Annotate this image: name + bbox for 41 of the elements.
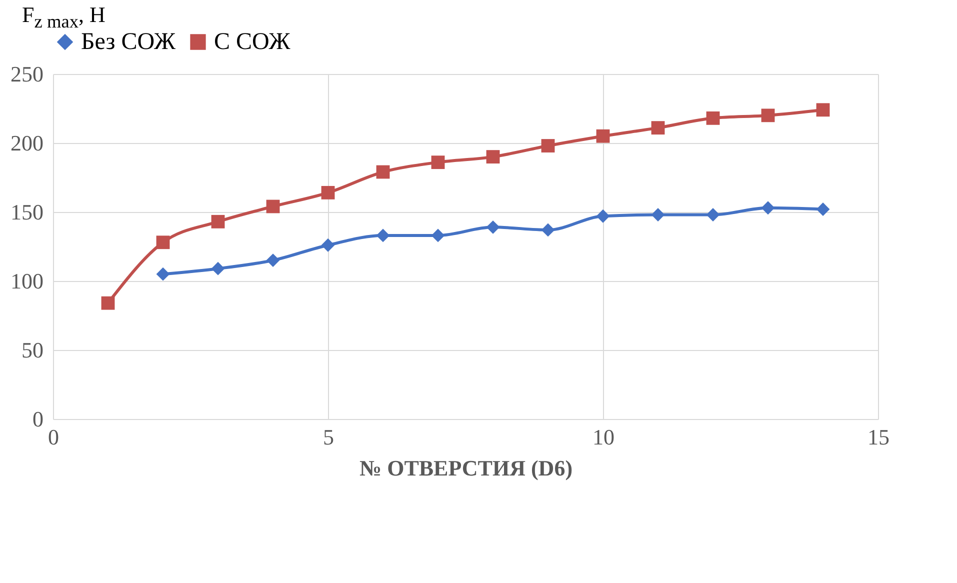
point bbox=[376, 165, 390, 179]
x-tick-label: 5 bbox=[323, 424, 334, 450]
point bbox=[266, 200, 280, 214]
point bbox=[486, 150, 500, 164]
point bbox=[816, 103, 830, 117]
x-tick-label: 15 bbox=[868, 424, 890, 450]
point bbox=[211, 214, 225, 228]
point bbox=[651, 121, 665, 135]
point bbox=[761, 201, 775, 215]
y-axis-title: F$_{z max}$, Н bbox=[22, 2, 106, 32]
point bbox=[266, 254, 280, 268]
y-tick-label: 0 bbox=[32, 406, 44, 432]
point bbox=[321, 238, 335, 252]
legend-label: С СОЖ bbox=[214, 29, 291, 55]
legend-label: Без СОЖ bbox=[81, 29, 176, 55]
point bbox=[431, 228, 445, 242]
x-tick-label: 10 bbox=[592, 424, 614, 450]
y-tick-label: 250 bbox=[10, 62, 44, 86]
point bbox=[651, 208, 665, 222]
point bbox=[761, 108, 775, 122]
y-tick-label: 100 bbox=[10, 268, 44, 294]
point bbox=[541, 139, 555, 152]
point bbox=[101, 296, 115, 310]
point bbox=[431, 156, 445, 170]
x-axis-title: № ОТВЕРСТИЯ (D6) bbox=[359, 456, 573, 480]
point bbox=[376, 228, 390, 242]
point bbox=[211, 262, 225, 276]
y-tick-label: 150 bbox=[10, 200, 44, 224]
x-tick-label: 0 bbox=[48, 424, 59, 450]
point bbox=[156, 236, 170, 250]
point bbox=[486, 220, 500, 234]
point bbox=[596, 129, 610, 143]
y-tick-label: 200 bbox=[10, 130, 44, 156]
point bbox=[156, 267, 170, 281]
point bbox=[596, 209, 610, 223]
point bbox=[706, 208, 720, 222]
point bbox=[321, 186, 335, 200]
y-tick-label: 50 bbox=[22, 338, 44, 362]
point bbox=[541, 223, 555, 237]
point bbox=[816, 202, 830, 216]
point bbox=[706, 111, 720, 125]
